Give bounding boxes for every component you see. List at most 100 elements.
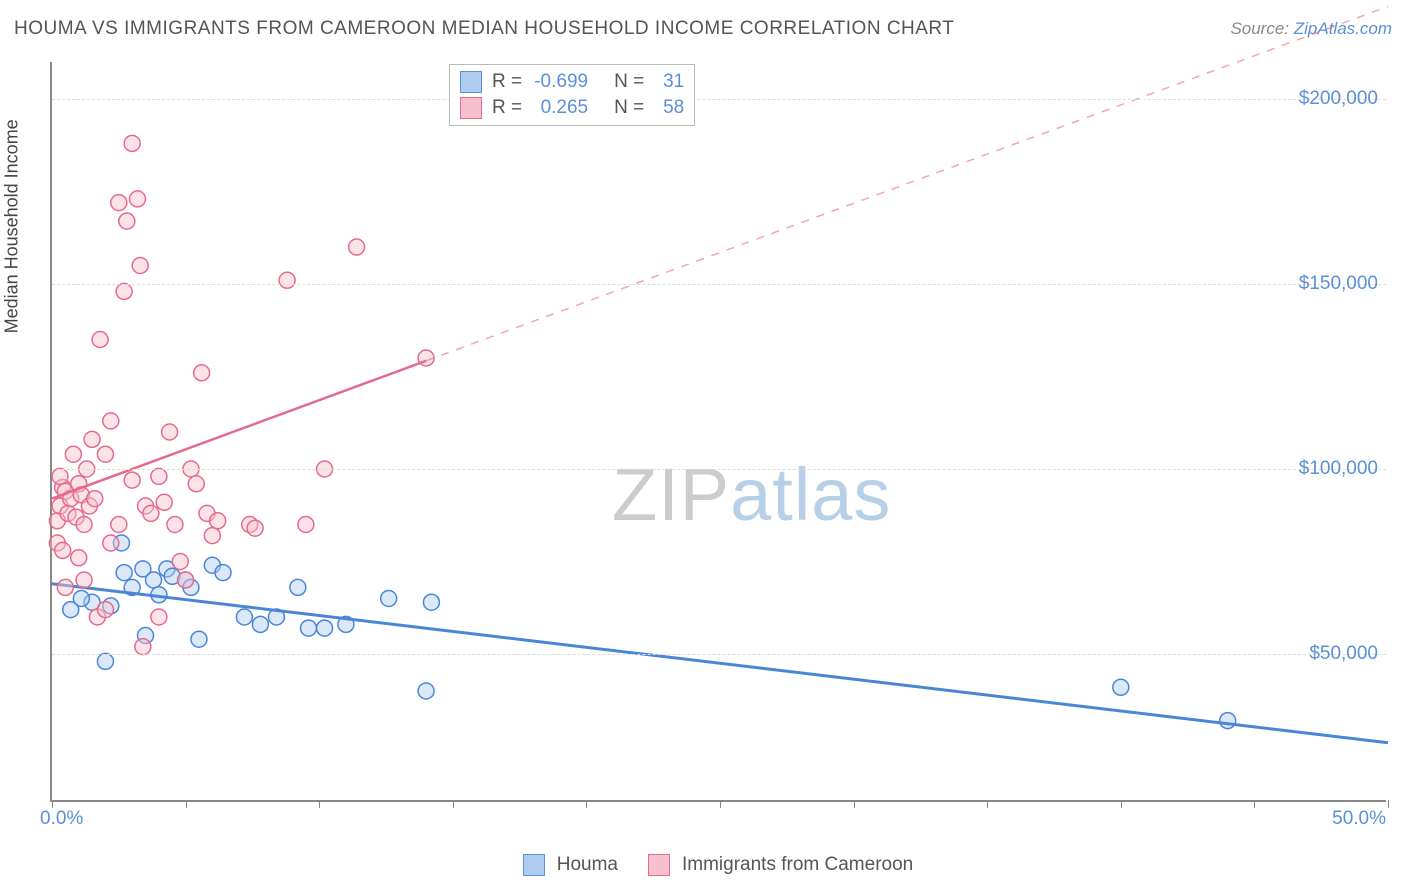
scatter-point [178,572,194,588]
scatter-point [247,520,263,536]
scatter-point [151,609,167,625]
scatter-point [65,446,81,462]
scatter-point [172,554,188,570]
scatter-point [317,620,333,636]
chart-title: HOUMA VS IMMIGRANTS FROM CAMEROON MEDIAN… [14,18,954,40]
x-tick-mark [453,800,454,808]
scatter-point [146,572,162,588]
gridline-h [52,469,1386,470]
y-axis-label: Median Household Income [2,119,23,333]
scatter-point [194,365,210,381]
x-tick-mark [1388,800,1389,808]
scatter-point [204,528,220,544]
scatter-point [116,565,132,581]
r-label: R = [492,95,522,121]
scatter-point [191,631,207,647]
scatter-point [210,513,226,529]
scatter-point [349,239,365,255]
gridline-h [52,654,1386,655]
scatter-point [418,683,434,699]
x-tick-label: 0.0% [40,808,83,830]
x-tick-mark [1254,800,1255,808]
scatter-point [423,594,439,610]
scatter-point [167,517,183,533]
scatter-point [76,572,92,588]
trend-line-solid [52,361,426,499]
scatter-point [97,446,113,462]
scatter-point [151,468,167,484]
scatter-point [103,413,119,429]
scatter-point [97,602,113,618]
scatter-point [236,609,252,625]
scatter-point [57,579,73,595]
r-label: R = [492,69,522,95]
scatter-point [92,332,108,348]
trend-line-dashed [426,7,1388,361]
scatter-point [111,195,127,211]
scatter-point [97,653,113,669]
x-tick-mark [854,800,855,808]
n-label: N = [614,95,644,121]
scatter-point [381,591,397,607]
y-tick-label: $100,000 [1299,458,1378,480]
r-value: -0.699 [528,69,588,95]
legend-swatch [523,854,545,876]
chart-svg [52,62,1386,800]
legend-item: Houma [523,854,618,876]
x-tick-mark [52,800,53,808]
scatter-point [130,191,146,207]
n-value: 31 [650,69,684,95]
scatter-point [162,424,178,440]
gridline-h [52,284,1386,285]
y-tick-label: $200,000 [1299,88,1378,110]
scatter-point [116,283,132,299]
scatter-point [290,579,306,595]
stats-row: R =0.265 N =58 [460,95,684,121]
trend-line [52,584,1388,743]
scatter-point [71,550,87,566]
scatter-point [279,272,295,288]
scatter-point [135,639,151,655]
stats-row: R =-0.699 N =31 [460,69,684,95]
scatter-point [84,431,100,447]
scatter-point [188,476,204,492]
x-tick-label: 50.0% [1332,808,1386,830]
legend-item: Immigrants from Cameroon [648,854,913,876]
legend: Houma Immigrants from Cameroon [50,854,1386,876]
gridline-h [52,99,1386,100]
r-value: 0.265 [528,95,588,121]
n-value: 58 [650,95,684,121]
y-tick-label: $50,000 [1309,643,1378,665]
x-tick-mark [319,800,320,808]
scatter-point [252,616,268,632]
scatter-point [1220,713,1236,729]
scatter-point [76,517,92,533]
x-tick-mark [186,800,187,808]
x-tick-mark [1121,800,1122,808]
scatter-point [103,535,119,551]
scatter-point [298,517,314,533]
scatter-point [111,517,127,533]
correlation-stats-box: R =-0.699 N =31 R =0.265 N =58 [449,64,695,126]
scatter-point [215,565,231,581]
scatter-point [119,213,135,229]
scatter-point [143,505,159,521]
source-prefix: Source: [1230,19,1293,38]
scatter-point [55,542,71,558]
scatter-point [132,258,148,274]
legend-label: Immigrants from Cameroon [682,854,913,876]
source-attribution: Source: ZipAtlas.com [1230,19,1392,39]
scatter-point [1113,679,1129,695]
x-tick-mark [586,800,587,808]
x-tick-mark [987,800,988,808]
n-label: N = [614,69,644,95]
x-tick-mark [720,800,721,808]
scatter-point [52,468,68,484]
scatter-point [156,494,172,510]
y-tick-label: $150,000 [1299,273,1378,295]
scatter-point [301,620,317,636]
source-link[interactable]: ZipAtlas.com [1294,19,1392,38]
legend-label: Houma [557,854,618,876]
scatter-point [73,591,89,607]
series-swatch [460,97,482,119]
